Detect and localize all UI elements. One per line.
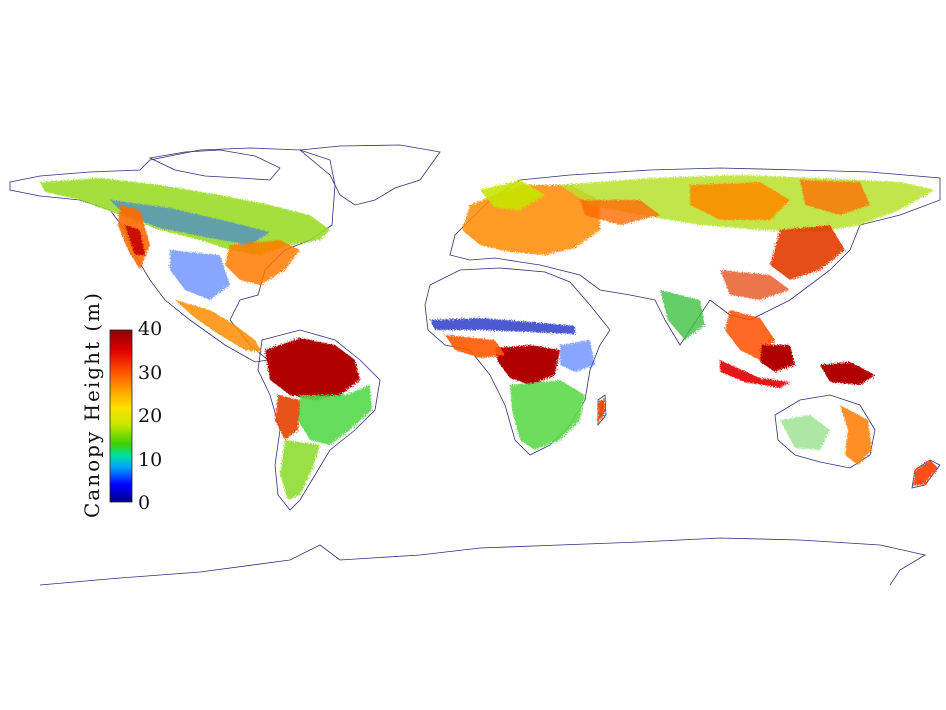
tick-0: 0: [138, 492, 151, 514]
colorbar: [109, 329, 133, 503]
veg-east-asia: [770, 225, 845, 280]
coast-australia: [774, 394, 876, 469]
coast-greenland: [299, 144, 441, 206]
coast-antarctica: [39, 537, 927, 586]
veg-australia-east: [840, 405, 872, 465]
veg-amazon: [265, 338, 360, 400]
veg-central-america: [175, 300, 262, 352]
tick-10: 10: [138, 449, 163, 471]
veg-sahel: [430, 318, 575, 334]
veg-congo: [495, 345, 560, 385]
coast-arctic-islands: [148, 149, 281, 181]
tick-40: 40: [138, 318, 163, 340]
legend-title: Canopy Height (m): [80, 291, 104, 518]
tick-30: 30: [138, 362, 163, 384]
canopy-height-layer: [40, 175, 938, 500]
coast-new-zealand: [911, 459, 941, 489]
tick-20: 20: [138, 405, 163, 427]
veg-borneo: [760, 345, 795, 372]
veg-new-zealand: [913, 460, 938, 486]
veg-new-guinea: [820, 362, 875, 385]
veg-eastern-us: [225, 240, 300, 285]
legend: [109, 329, 133, 503]
